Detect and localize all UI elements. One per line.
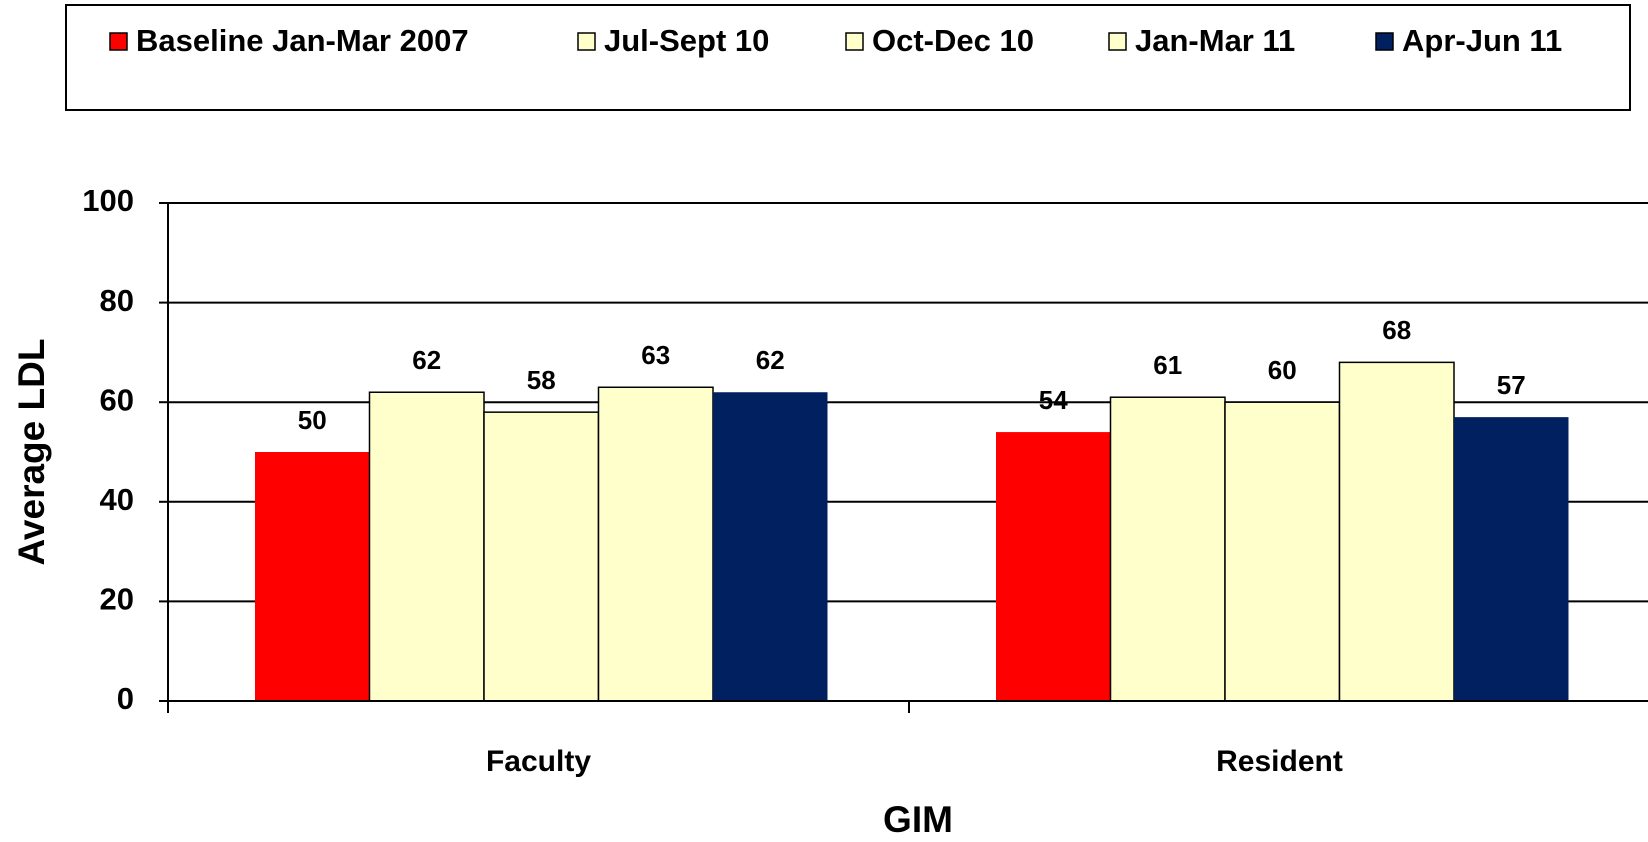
y-tick-label: 60 <box>100 382 134 417</box>
bar <box>1454 417 1569 701</box>
x-tick-label: Faculty <box>486 745 591 778</box>
y-tick-label: 40 <box>100 482 134 517</box>
x-axis-title: GIM <box>883 799 953 840</box>
legend-box <box>65 4 1631 111</box>
legend-swatch <box>577 32 596 51</box>
bar <box>996 432 1111 701</box>
bar <box>255 452 370 701</box>
bar <box>597 386 714 702</box>
data-label: 58 <box>527 365 556 395</box>
bar <box>1109 396 1226 702</box>
bar <box>368 391 485 702</box>
legend-swatch <box>1375 32 1394 51</box>
legend-label: Oct-Dec 10 <box>872 23 1034 58</box>
bar <box>1338 361 1455 702</box>
legend-swatch <box>845 32 864 51</box>
legend-label: Apr-Jun 11 <box>1402 23 1562 58</box>
data-label: 68 <box>1382 315 1411 345</box>
data-label: 62 <box>412 345 441 375</box>
data-label: 62 <box>756 345 785 375</box>
legend-swatch <box>1108 32 1127 51</box>
data-label: 54 <box>1039 385 1068 415</box>
x-tick-label: Resident <box>1216 745 1343 778</box>
data-label: 61 <box>1153 350 1182 380</box>
data-label: 60 <box>1268 355 1297 385</box>
y-tick-label: 0 <box>117 681 134 716</box>
legend-label: Baseline Jan-Mar 2007 <box>136 23 469 58</box>
y-tick-label: 20 <box>100 582 134 617</box>
bar <box>483 411 600 702</box>
bar <box>1224 401 1341 702</box>
y-axis-title: Average LDL <box>11 339 52 566</box>
data-label: 50 <box>298 405 327 435</box>
data-label: 57 <box>1497 370 1526 400</box>
legend-label: Jul-Sept 10 <box>604 23 769 58</box>
legend-swatch <box>109 32 128 51</box>
data-label: 63 <box>641 340 670 370</box>
legend-label: Jan-Mar 11 <box>1135 23 1295 58</box>
y-tick-label: 80 <box>100 283 134 318</box>
y-tick-label: 100 <box>82 183 134 218</box>
bar <box>713 392 828 701</box>
